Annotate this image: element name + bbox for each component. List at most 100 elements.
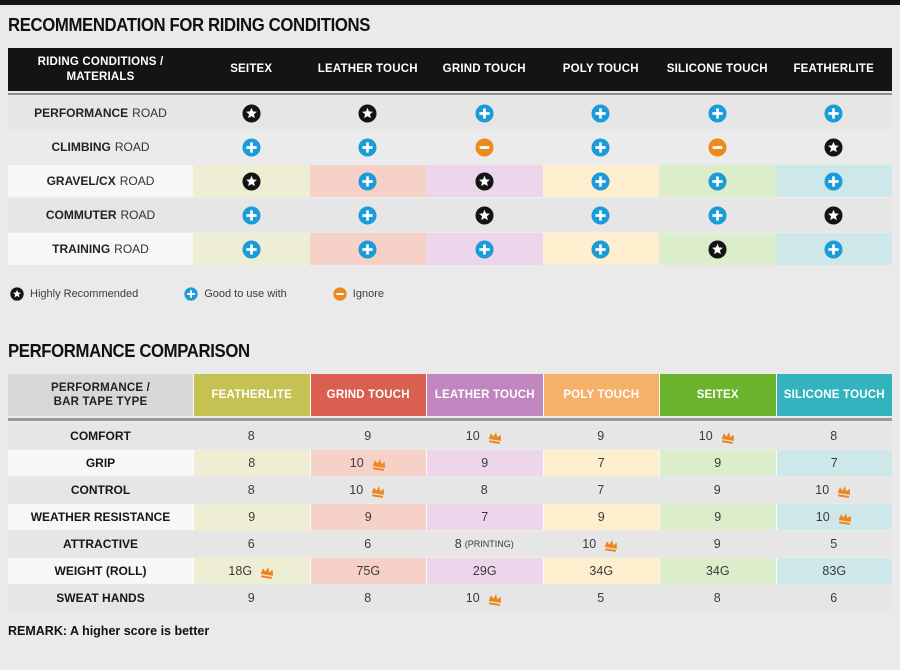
crown-icon: [371, 458, 387, 472]
recommendation-cell: [776, 199, 893, 231]
condition-suffix: ROAD: [120, 208, 156, 222]
score-value: 8: [830, 429, 838, 443]
score-cell: 9: [193, 585, 310, 611]
recommendation-cell: [426, 131, 543, 163]
star-icon: [708, 239, 727, 259]
recommendation-cell: [310, 97, 427, 129]
plus-icon: [184, 287, 198, 301]
score-cell: 10: [426, 423, 543, 449]
performance-row-sweat-hands: SWEAT HANDS 9 8 10 5 8 6: [8, 585, 892, 611]
recommendation-cell: [776, 131, 893, 163]
recommendation-cell: [543, 97, 660, 129]
score-value: 34G: [589, 564, 614, 578]
score-cell: 8: [193, 450, 310, 476]
score-value: 10: [349, 456, 364, 470]
score-cell: 6: [310, 531, 427, 557]
score-value: 9: [713, 483, 721, 497]
plus-icon: [358, 137, 377, 157]
recommendation-cell: [310, 131, 427, 163]
score-cell: 8: [426, 477, 543, 503]
corner-header-line2: BAR TAPE TYPE: [53, 396, 148, 408]
recommendation-cell: [309, 233, 426, 265]
score-value: 75G: [356, 564, 381, 578]
score-cell: 10: [543, 531, 660, 557]
legend-label: Ignore: [352, 288, 384, 300]
score-value: 8: [713, 591, 721, 605]
corner-header-line2: MATERIALS: [66, 70, 135, 83]
plus-icon: [824, 103, 843, 123]
riding-table-body: PERFORMANCE ROAD CLIMBING ROAD GRAVEL/CX ROAD…: [8, 97, 892, 265]
star-icon: [475, 205, 494, 225]
header-cell-silicone-touch: SILICONE TOUCH: [775, 374, 892, 416]
recommendation-cell: [426, 233, 543, 265]
recommendation-cell: [193, 97, 310, 129]
crown-icon: [487, 593, 503, 607]
score-cell: 9: [310, 423, 427, 449]
score-value: 10: [465, 591, 480, 605]
minus-icon: [333, 287, 347, 301]
score-cell: 8: [193, 423, 310, 449]
score-cell: 6: [776, 585, 893, 611]
row-label: WEIGHT (ROLL): [54, 564, 147, 578]
score-value: 8: [480, 483, 488, 497]
score-cell: 9: [426, 450, 543, 476]
recommendation-cell: [193, 165, 310, 197]
condition-suffix: ROAD: [114, 242, 149, 256]
header-cell-poly-touch: POLY TOUCH: [542, 374, 659, 416]
score-value: 6: [830, 591, 838, 605]
row-label: WEATHER RESISTANCE: [30, 510, 171, 524]
legend-label: Good to use with: [204, 288, 287, 300]
star-icon: [242, 171, 261, 191]
header-cell-featherlite: FEATHERLITE: [193, 374, 310, 416]
score-note: (PRINTING): [464, 539, 514, 549]
plus-icon: [475, 239, 494, 259]
recommendation-cell: [775, 165, 892, 197]
corner-header-line1: RIDING CONDITIONS /: [37, 56, 164, 69]
score-value: 9: [713, 537, 721, 551]
recommendation-cell: [542, 233, 659, 265]
recommendation-cell: [426, 97, 543, 129]
score-value: 8: [364, 591, 372, 605]
performance-table-body: COMFORT 8 9 10 9 10 8 GRIP 8 10 9 7 9 7 CONTROL 8 10 8 7 9 1…: [8, 423, 892, 611]
riding-row-training: TRAINING ROAD: [8, 233, 892, 265]
legend: Highly Recommended Good to use with Ignore: [10, 287, 892, 301]
condition-name: CLIMBING: [51, 140, 111, 154]
score-value: 7: [597, 456, 605, 470]
performance-table-corner-header: PERFORMANCE / BAR TAPE TYPE: [8, 374, 193, 416]
row-label: SWEAT HANDS: [56, 591, 145, 605]
remark-text: REMARK: A higher score is better: [8, 624, 210, 638]
star-icon: [242, 103, 261, 123]
condition-name: COMMUTER: [45, 208, 117, 222]
legend-item-plus: Good to use with: [184, 287, 287, 301]
row-label: ATTRACTIVE: [62, 537, 139, 551]
score-cell: 10: [310, 477, 427, 503]
score-value: 9: [714, 510, 722, 524]
score-value: 10: [815, 483, 830, 497]
crown-icon: [837, 512, 853, 526]
score-cell: 9: [193, 504, 310, 530]
star-icon: [824, 137, 843, 157]
recommendation-cell: [193, 199, 310, 231]
condition-name: TRAINING: [52, 242, 111, 256]
condition-suffix: ROAD: [114, 140, 150, 154]
score-cell: 8: [193, 477, 310, 503]
score-value: 10: [465, 429, 480, 443]
row-label: TRAINING ROAD: [8, 233, 193, 265]
condition-suffix: ROAD: [132, 106, 167, 120]
performance-table-header: PERFORMANCE / BAR TAPE TYPE FEATHERLITE G…: [8, 374, 892, 416]
score-cell: 5: [776, 531, 893, 557]
crown-icon: [370, 485, 386, 499]
score-cell: 9: [542, 504, 659, 530]
top-accent-bar: [0, 0, 900, 5]
plus-icon: [824, 171, 843, 191]
score-value: 8: [248, 456, 256, 470]
recommendation-cell: [659, 131, 776, 163]
plus-icon: [824, 239, 843, 259]
score-cell: 10: [426, 585, 543, 611]
recommendation-cell: [193, 131, 310, 163]
score-cell: 9: [659, 531, 776, 557]
header-cell-poly-touch: POLY TOUCH: [562, 63, 639, 76]
score-cell: 10: [659, 423, 776, 449]
plus-icon: [358, 239, 377, 259]
recommendation-cell: [659, 97, 776, 129]
